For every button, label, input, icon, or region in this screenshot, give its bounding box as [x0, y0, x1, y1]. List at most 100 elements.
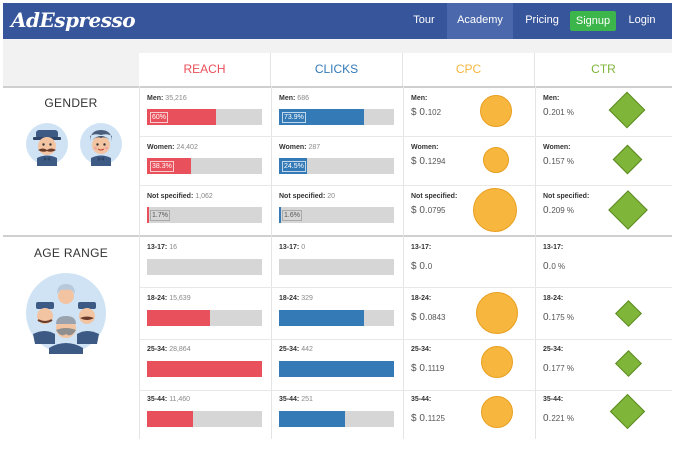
reach-label-18-24: 18-24: 15,639 — [147, 295, 191, 302]
reach-label-women: Women: 24,402 — [147, 144, 198, 151]
ctr-diamond-unspecified — [608, 190, 648, 230]
reach-pct: 1.7% — [150, 210, 170, 221]
col-header-clicks[interactable]: CLICKS — [271, 53, 403, 86]
ctr-value-25-34: 0.177 % — [543, 363, 575, 374]
header-separator — [3, 86, 672, 88]
clicks-pct: 24.5% — [282, 161, 306, 172]
cpc-label-35-44: 35-44: — [411, 396, 432, 403]
row-divider — [139, 136, 672, 137]
clicks-bar-13-17 — [279, 259, 394, 275]
col-divider — [271, 86, 272, 439]
clicks-bar-fill — [279, 207, 281, 223]
ctr-value-18-24: 0.175 % — [543, 312, 575, 323]
cpc-label-men: Men: — [411, 95, 428, 102]
ctr-diamond-women — [612, 144, 643, 175]
cpc-value-25-34: $ 0.1119 — [411, 363, 445, 374]
clicks-bar-women: 24.5% — [279, 158, 394, 174]
reach-bar-18-24 — [147, 310, 262, 326]
cpc-circle-women — [483, 147, 509, 173]
ctr-label-men: Men: — [543, 95, 560, 102]
clicks-bar-fill — [279, 411, 345, 427]
clicks-bar-fill — [279, 109, 364, 125]
reach-label-unspecified: Not specified: 1,062 — [147, 193, 213, 200]
col-header-cpc[interactable]: CPC — [403, 53, 535, 86]
cpc-value-women: $ 0.1294 — [411, 156, 446, 167]
ctr-diamond-35-44 — [609, 393, 646, 430]
clicks-bar-25-34 — [279, 361, 394, 377]
row-divider — [139, 339, 672, 340]
ctr-value-unspecified: 0.209 % — [543, 205, 575, 216]
clicks-pct: 1.6% — [282, 210, 302, 221]
row-divider — [139, 390, 672, 391]
row-divider — [139, 185, 672, 186]
clicks-bar-fill — [279, 361, 394, 377]
reach-bar-fill — [147, 109, 216, 125]
clicks-label-18-24: 18-24: 329 — [279, 295, 313, 302]
col-header-reach[interactable]: REACH — [139, 53, 271, 86]
reach-bar-fill — [147, 411, 193, 427]
col-header-ctr[interactable]: CTR — [535, 53, 672, 86]
clicks-bar-fill — [279, 310, 365, 326]
ctr-label-women: Women: — [543, 144, 571, 151]
reach-bar-men: 60% — [147, 109, 262, 125]
ctr-label-13-17: 13-17: — [543, 244, 564, 251]
logo[interactable]: AdEspresso — [11, 8, 136, 32]
clicks-bar-fill — [279, 158, 308, 174]
ctr-label-unspecified: Not specified: — [543, 193, 590, 200]
nav-tour[interactable]: Tour — [413, 14, 435, 26]
cpc-value-unspecified: $ 0.0795 — [411, 205, 446, 216]
reach-label-13-17: 13-17: 16 — [147, 244, 177, 251]
reach-pct: 60% — [150, 112, 169, 123]
cpc-label-women: Women: — [411, 144, 439, 151]
ctr-label-35-44: 35-44: — [543, 396, 564, 403]
reach-bar-25-34 — [147, 361, 262, 377]
reach-bar-fill — [147, 158, 192, 174]
clicks-label-35-44: 35-44: 251 — [279, 396, 313, 403]
ctr-value-women: 0.157 % — [543, 156, 575, 167]
male-avatar — [25, 122, 69, 166]
cpc-circle-18-24 — [476, 292, 518, 334]
reach-bar-unspecified: 1.7% — [147, 207, 262, 223]
clicks-label-men: Men: 686 — [279, 95, 309, 102]
female-avatar — [79, 122, 123, 166]
cpc-value-13-17: $ 0.0 — [411, 261, 433, 272]
reach-bar-fill — [147, 361, 262, 377]
reach-bar-35-44 — [147, 411, 262, 427]
ctr-diamond-25-34 — [615, 350, 642, 377]
cpc-circle-25-34 — [481, 346, 513, 378]
ctr-label-25-34: 25-34: — [543, 346, 564, 353]
age-range-title: AGE RANGE — [33, 246, 109, 260]
section-separator — [3, 235, 672, 237]
cpc-circle-men — [480, 95, 512, 127]
cpc-circle-35-44 — [481, 396, 513, 428]
reach-bar-13-17 — [147, 259, 262, 275]
clicks-label-13-17: 13-17: 0 — [279, 244, 306, 251]
nav-pricing[interactable]: Pricing — [525, 14, 559, 26]
nav-academy[interactable]: Academy — [447, 3, 513, 39]
ctr-value-35-44: 0.221 % — [543, 413, 575, 424]
header-blank — [3, 53, 139, 86]
reach-label-35-44: 35-44: 11,460 — [147, 396, 191, 403]
clicks-bar-men: 73.9% — [279, 109, 394, 125]
reach-label-25-34: 25-34: 28,864 — [147, 346, 191, 353]
signup-button[interactable]: Signup — [570, 11, 616, 31]
col-divider — [535, 86, 536, 439]
clicks-bar-unspecified: 1.6% — [279, 207, 394, 223]
cpc-label-18-24: 18-24: — [411, 295, 432, 302]
ctr-diamond-18-24 — [615, 300, 642, 327]
col-divider — [139, 86, 140, 439]
clicks-bar-18-24 — [279, 310, 394, 326]
ctr-label-18-24: 18-24: — [543, 295, 564, 302]
cpc-label-13-17: 13-17: — [411, 244, 432, 251]
ctr-diamond-men — [608, 91, 646, 129]
cpc-label-unspecified: Not specified: — [411, 193, 458, 200]
cpc-value-men: $ 0.102 — [411, 107, 442, 118]
ctr-value-13-17: 0.0 % — [543, 261, 566, 272]
main-area: REACH CLICKS CPC CTR GENDER — [3, 39, 672, 439]
reach-bar-women: 38.3% — [147, 158, 262, 174]
nav-login[interactable]: Login — [628, 14, 656, 26]
reach-bar-fill — [147, 310, 211, 326]
age-group-avatar — [25, 272, 107, 354]
clicks-label-25-34: 25-34: 442 — [279, 346, 313, 353]
clicks-label-women: Women: 287 — [279, 144, 321, 151]
